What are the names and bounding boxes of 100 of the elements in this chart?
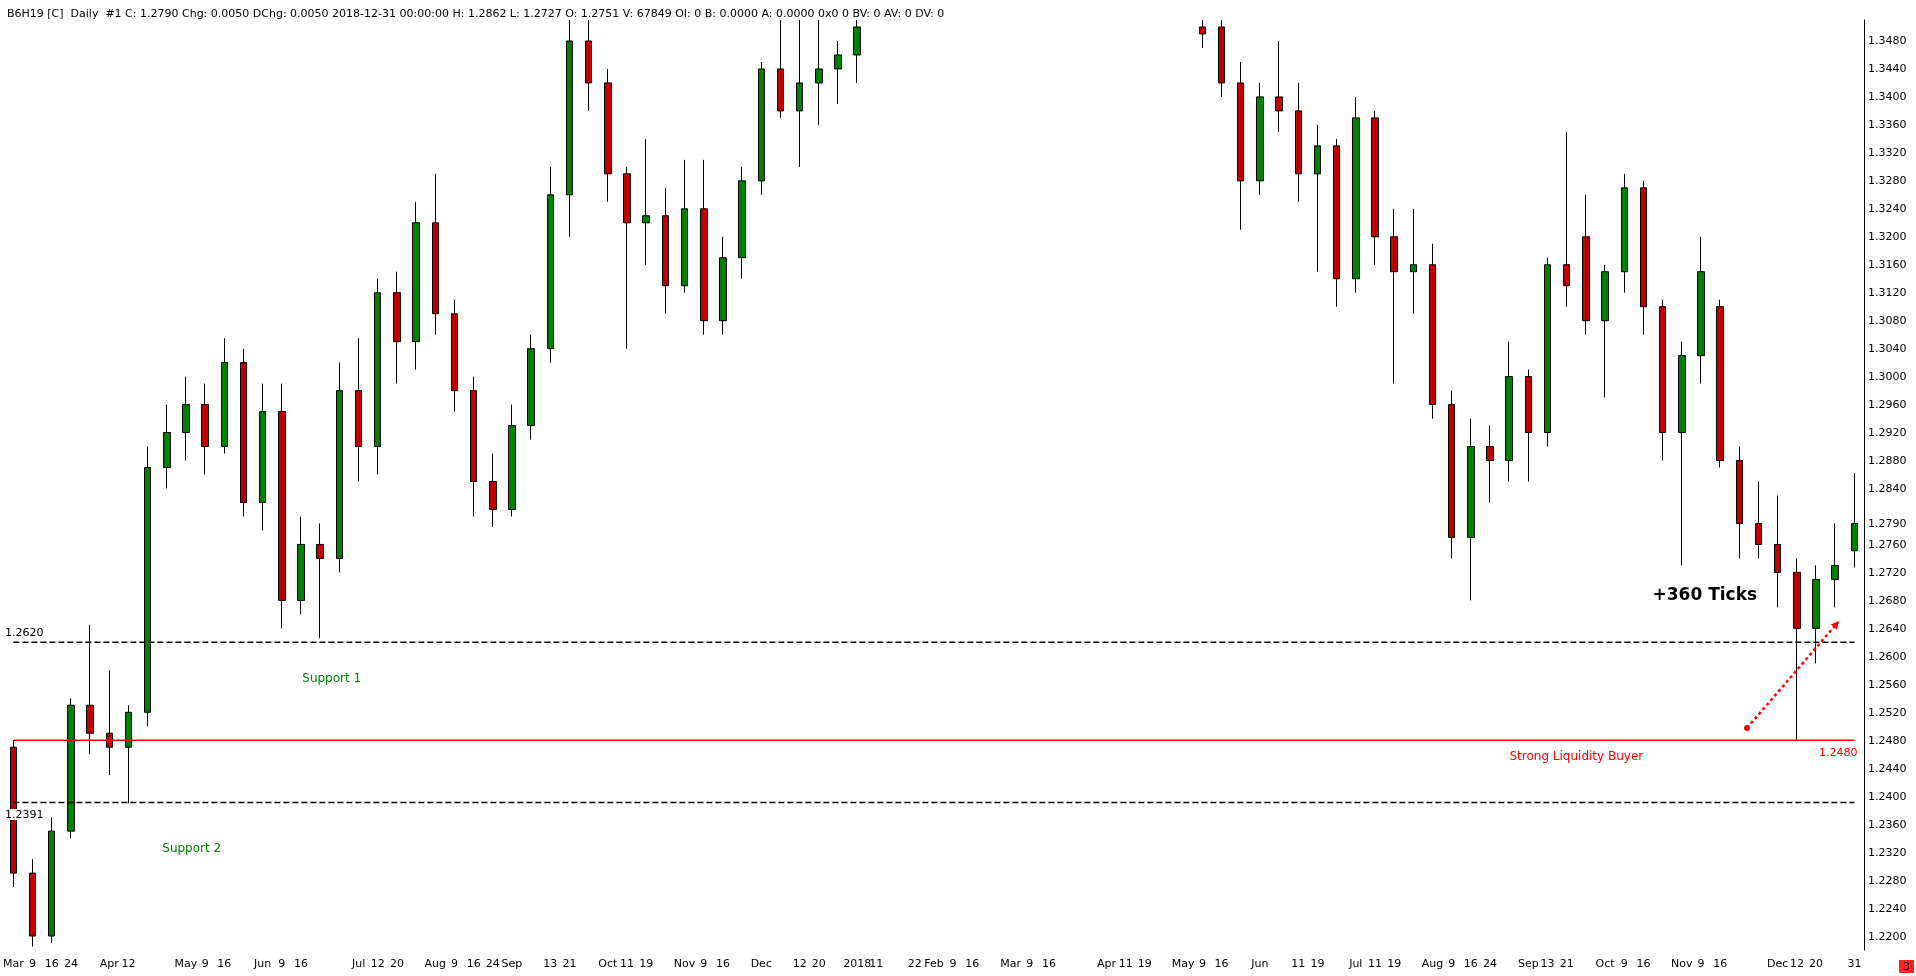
candlestick xyxy=(1563,131,1570,308)
candlestick xyxy=(1371,110,1379,266)
x-tick-label: 24 xyxy=(485,957,500,970)
x-tick-label: 11 xyxy=(620,957,635,970)
x-tick-label: 19 xyxy=(1387,957,1402,970)
candlestick xyxy=(1697,236,1705,385)
candlestick xyxy=(1851,472,1858,569)
candlestick xyxy=(48,816,55,944)
candlestick xyxy=(470,376,477,517)
y-tick-label: 1.3240 xyxy=(1868,202,1907,216)
x-tick-label: 11 xyxy=(869,957,884,970)
y-tick-label: 1.2320 xyxy=(1868,845,1907,859)
y-tick-label: 1.3160 xyxy=(1868,258,1907,272)
y-tick-label: 1.2920 xyxy=(1868,426,1907,440)
candlestick xyxy=(834,40,842,105)
x-tick-label: 9 xyxy=(700,957,708,970)
candlestick xyxy=(796,19,803,168)
y-tick-label: 1.3400 xyxy=(1868,90,1907,104)
ref-line-label: 1.2620 xyxy=(5,625,44,639)
candlestick xyxy=(1755,481,1762,559)
candlestick xyxy=(163,404,171,489)
candlestick xyxy=(1831,522,1839,608)
candlestick xyxy=(585,19,592,112)
annotation: Support 2 xyxy=(162,841,222,856)
y-tick-label: 1.2360 xyxy=(1868,817,1907,831)
candlestick xyxy=(106,669,113,776)
candlestick xyxy=(182,376,190,462)
x-tick-label: Oct xyxy=(598,957,619,970)
x-tick-label: Mar xyxy=(1000,957,1022,970)
y-tick-label: 1.3000 xyxy=(1868,370,1907,384)
candlestick xyxy=(240,348,247,517)
candlestick xyxy=(527,334,535,441)
x-tick-label: 20 xyxy=(811,957,826,970)
x-tick-label: 20 xyxy=(1809,957,1824,970)
x-tick-label: Sep xyxy=(1518,957,1539,970)
candlestick xyxy=(336,362,343,573)
x-tick-label: Jun xyxy=(1250,957,1269,970)
y-tick-label: 1.3360 xyxy=(1868,118,1907,132)
candlestick xyxy=(1237,61,1244,231)
y-tick-label: 1.2280 xyxy=(1868,873,1907,887)
x-tick-label: 9 xyxy=(1620,957,1628,970)
x-tick-label: 12 xyxy=(370,957,385,970)
y-tick-label: 1.2200 xyxy=(1868,929,1907,943)
x-tick-label: 20 xyxy=(389,957,404,970)
candlestick xyxy=(489,453,497,528)
candlestick xyxy=(1601,264,1609,399)
candlestick xyxy=(853,19,861,84)
candlestick xyxy=(297,515,305,615)
candlestick xyxy=(412,201,420,371)
candlestick xyxy=(1314,124,1321,273)
candlestick xyxy=(355,337,362,482)
candlestick xyxy=(1410,208,1417,315)
y-tick-label: 1.3480 xyxy=(1868,34,1907,48)
y-tick-label: 1.2480 xyxy=(1868,733,1907,747)
y-tick-label: 1.2640 xyxy=(1868,621,1907,635)
candlestick xyxy=(1199,19,1206,49)
x-tick-label: 16 xyxy=(1636,957,1651,970)
x-tick-label: 22 xyxy=(907,957,922,970)
x-tick-label: Nov xyxy=(673,957,696,970)
candlestick xyxy=(278,383,286,629)
y-tick-label: 1.2240 xyxy=(1868,901,1907,915)
candlestick xyxy=(1544,257,1551,448)
x-tick-label: May xyxy=(1171,957,1196,970)
candlestick xyxy=(1429,243,1436,420)
x-tick-label: 2018 xyxy=(843,957,872,970)
x-tick-label: 19 xyxy=(1310,957,1325,970)
text: 3 xyxy=(1903,960,1910,973)
candlestick xyxy=(777,19,784,119)
y-tick-label: 1.2440 xyxy=(1868,761,1907,775)
x-tick-label: Dec xyxy=(750,957,772,970)
candlestick xyxy=(547,166,554,364)
candlestick xyxy=(1525,369,1532,482)
y-tick-label: 1.2720 xyxy=(1868,565,1907,579)
candlestick xyxy=(432,173,439,336)
x-tick-label: 11 xyxy=(1367,957,1382,970)
x-tick-label: 16 xyxy=(1463,957,1478,970)
y-tick-label: 1.3440 xyxy=(1868,62,1907,76)
candlestick xyxy=(1774,494,1781,608)
x-tick-label: Dec xyxy=(1767,957,1789,970)
x-tick-label: 9 xyxy=(1697,957,1705,970)
y-tick-label: 1.2680 xyxy=(1868,593,1907,607)
x-tick-label: Jul xyxy=(350,957,366,970)
y-tick-label: 1.2520 xyxy=(1868,705,1907,719)
y-tick-label: 1.3040 xyxy=(1868,342,1907,356)
candlestick xyxy=(393,271,401,385)
x-tick-label: 9 xyxy=(1198,957,1206,970)
candlestick xyxy=(662,187,669,315)
x-tick-label: 16 xyxy=(1041,957,1056,970)
candlestick xyxy=(1736,446,1743,559)
candlestick xyxy=(259,383,266,531)
y-tick-label: 1.2400 xyxy=(1868,789,1907,803)
candlestick xyxy=(1505,341,1513,482)
annotation: +360 Ticks xyxy=(1652,584,1758,605)
y-tick-label: 1.3120 xyxy=(1868,286,1907,300)
x-tick-label: 11 xyxy=(1118,957,1133,970)
x-tick-label: 9 xyxy=(949,957,957,970)
candlestick xyxy=(1640,180,1647,336)
x-tick-label: 16 xyxy=(44,957,59,970)
candlestick xyxy=(681,159,688,294)
y-tick-label: 1.3280 xyxy=(1868,174,1907,188)
